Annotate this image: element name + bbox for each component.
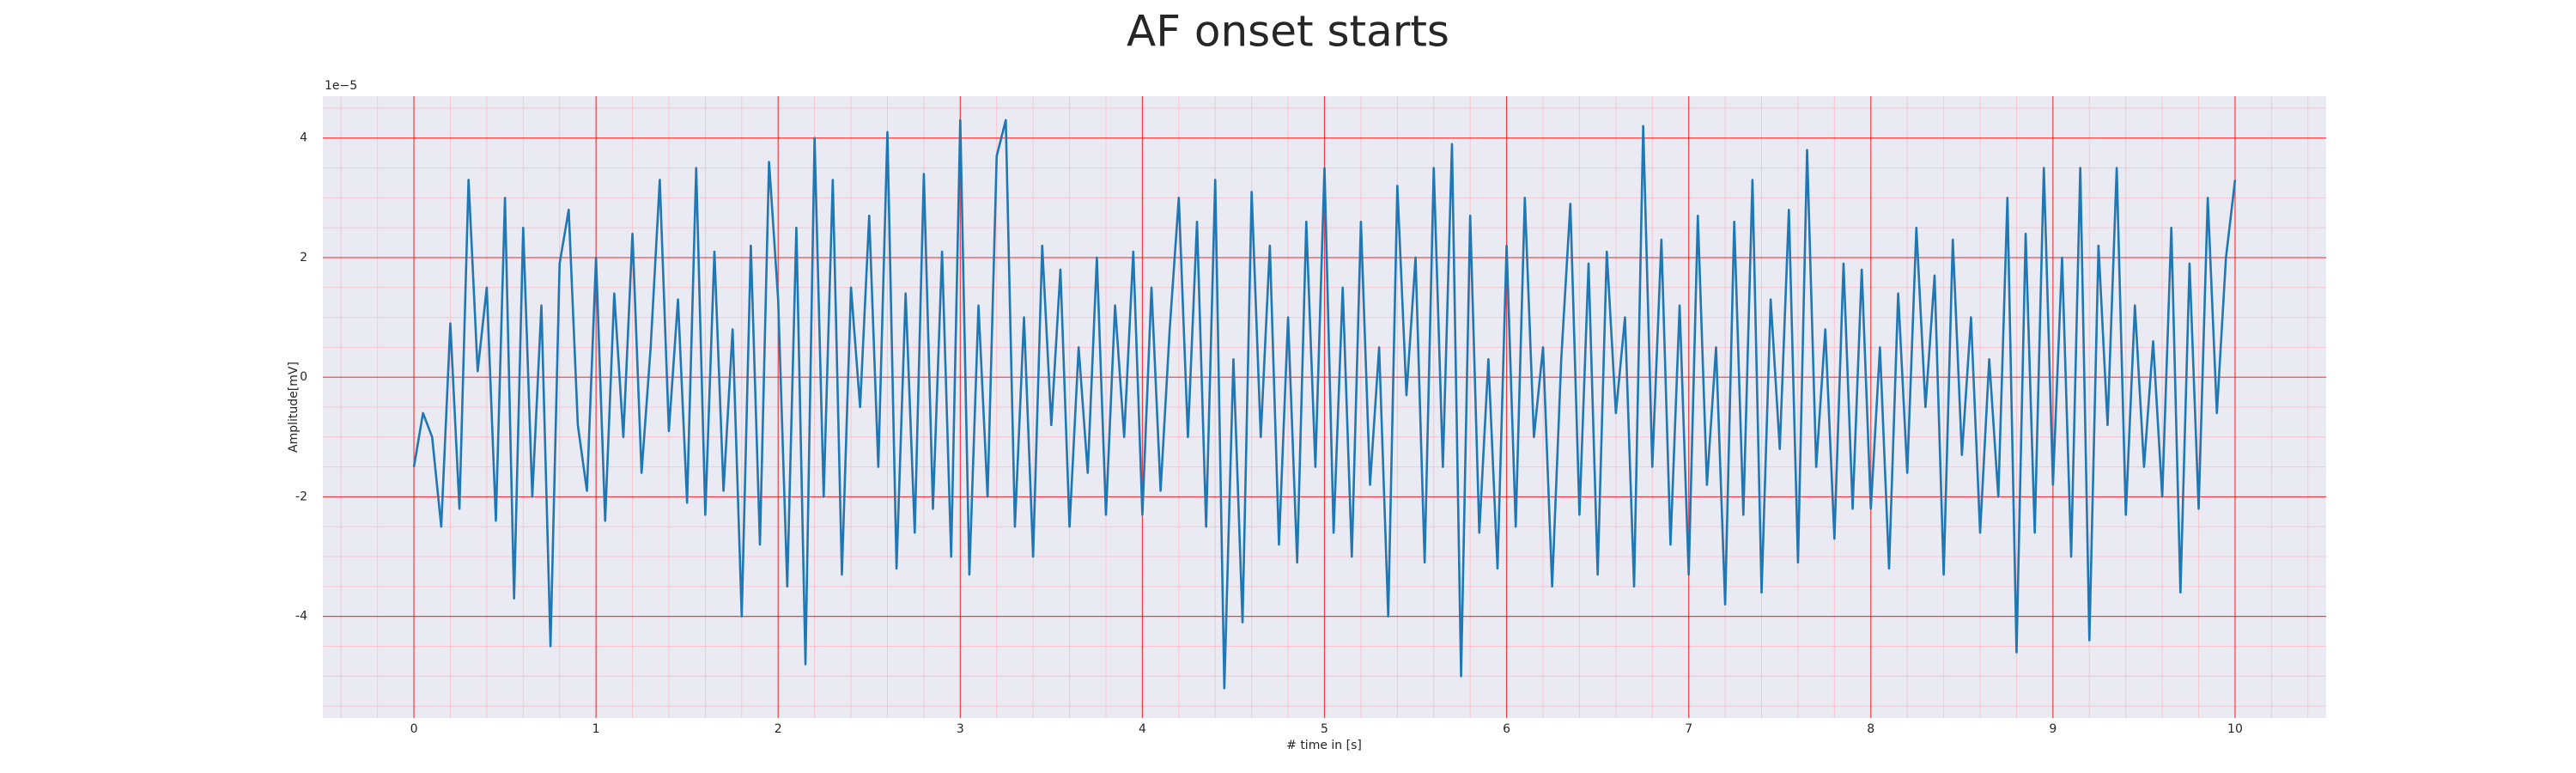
offset-label: 1e−5 (325, 79, 357, 93)
x-tick-label: 4 (1139, 722, 1146, 736)
y-tick-label: 0 (300, 370, 307, 384)
y-tick-label: -2 (295, 490, 307, 503)
x-tick-label: 2 (775, 722, 782, 736)
x-tick-label: 9 (2049, 722, 2057, 736)
x-tick-label: 1 (592, 722, 600, 736)
x-tick-label: 3 (957, 722, 964, 736)
x-tick-label: 7 (1685, 722, 1692, 736)
chart-title: AF onset starts (1127, 7, 1449, 57)
y-tick-label: 2 (300, 251, 307, 265)
x-tick-label: 8 (1867, 722, 1874, 736)
x-tick-label: 6 (1503, 722, 1510, 736)
x-axis-label: # time in [s] (1286, 739, 1362, 752)
y-axis-label: Amplitude[mV] (287, 362, 301, 453)
signal-line (412, 119, 2237, 690)
y-tick-label: -4 (295, 610, 307, 624)
y-tick-label: 4 (300, 131, 307, 145)
x-tick-label: 0 (410, 722, 418, 736)
x-tick-label: 10 (2227, 722, 2243, 736)
x-tick-label: 5 (1321, 722, 1328, 736)
